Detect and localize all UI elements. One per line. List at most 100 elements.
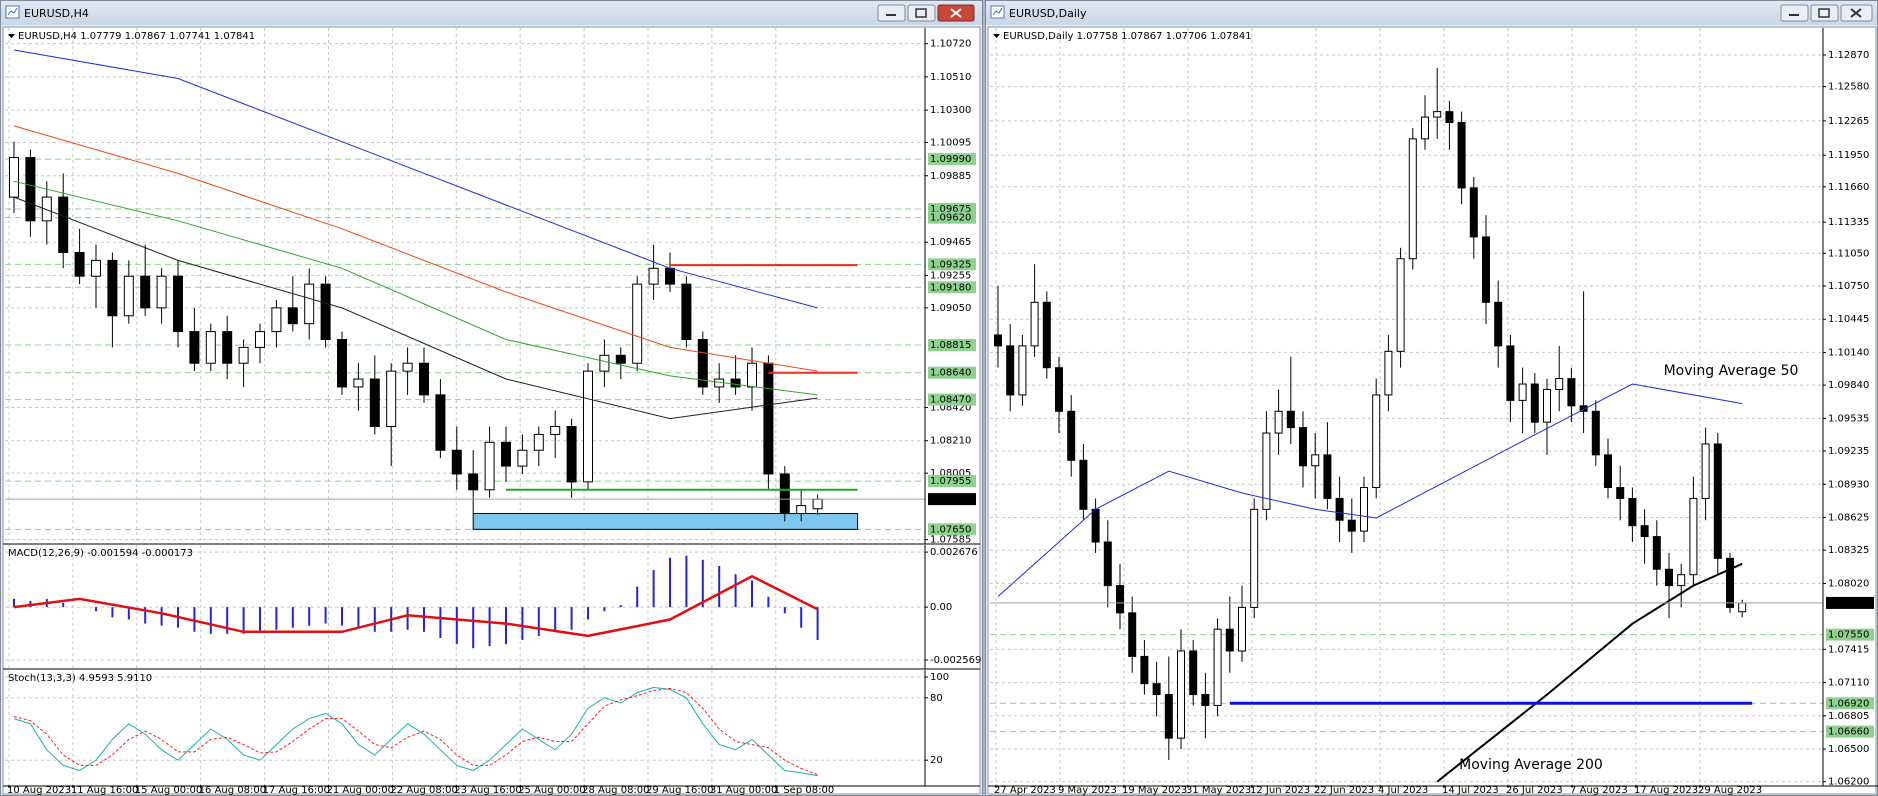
candle-body: [1713, 443, 1722, 559]
candle-body: [779, 473, 790, 515]
indicator-line: [13, 196, 818, 420]
candle-body: [763, 362, 774, 475]
candle-body: [1372, 394, 1381, 489]
bid-label: 1.07841: [930, 494, 971, 505]
candle-body: [1421, 116, 1429, 140]
candle-body: [1616, 487, 1625, 499]
candle-body: [550, 426, 561, 435]
price-label: 1.09840: [1828, 380, 1869, 391]
date-label: 27 Apr 2023: [994, 785, 1056, 796]
price-label: 1.08005: [930, 468, 971, 479]
candle-body: [1433, 111, 1442, 118]
minimize-button[interactable]: [1780, 4, 1809, 22]
candle-body: [369, 378, 380, 428]
candle-body: [1042, 301, 1051, 369]
price-label: 1.09535: [1828, 413, 1869, 424]
candle-body: [1665, 568, 1673, 587]
candle-body: [123, 275, 134, 317]
date-label: 14 Jul 2023: [1442, 785, 1499, 796]
level-tag: [928, 153, 976, 166]
indicator-line: [1436, 562, 1743, 783]
level-label: 1.08470: [930, 395, 971, 406]
candle-body: [91, 259, 101, 277]
minimize-button[interactable]: [877, 4, 906, 22]
price-label: 1.07110: [1828, 678, 1869, 689]
candle-body: [1555, 378, 1564, 390]
candle-body: [1604, 454, 1612, 489]
level-label: 1.09180: [930, 282, 971, 293]
date-label: 22 Jun 2023: [1314, 785, 1374, 796]
indicator-line: [13, 686, 818, 777]
price-label: 1.12870: [1828, 50, 1869, 61]
price-label: 1.10095: [930, 138, 971, 149]
date-label: 22 Aug 08:00: [390, 785, 457, 796]
candle-body: [1067, 410, 1076, 461]
close-button[interactable]: [937, 4, 975, 22]
date-label: 15 Aug 00:00: [135, 785, 202, 796]
level-tag: [928, 339, 976, 352]
level-label: 1.09620: [930, 213, 971, 224]
candle-body: [189, 331, 200, 364]
candle-body: [1323, 454, 1332, 499]
candle-body: [747, 362, 757, 388]
price-label: 1.08625: [1828, 513, 1869, 524]
candle-body: [1543, 388, 1551, 423]
level-tag: [928, 281, 976, 294]
candle-body: [1482, 236, 1490, 303]
candle-body: [1701, 443, 1710, 499]
candle-body: [1225, 628, 1234, 652]
candle-body: [1408, 138, 1417, 260]
candle-body: [599, 354, 610, 372]
zone: [472, 513, 859, 530]
candle-body: [648, 267, 659, 285]
candle-body: [994, 334, 1002, 347]
candle-body: [1652, 536, 1661, 570]
maximize-button[interactable]: [1810, 4, 1839, 22]
date-label: 28 Aug 08:00: [582, 785, 649, 796]
candle-body: [1738, 602, 1747, 613]
date-label: 31 May 2023: [1186, 785, 1251, 796]
level-label: 1.07955: [930, 476, 971, 487]
date-label: 17 Aug 2023: [1634, 785, 1698, 796]
price-label: 1.08325: [1828, 545, 1869, 556]
annotation: Moving Average 50: [1664, 363, 1799, 379]
price-label: 1.10720: [930, 39, 971, 50]
candle-body: [353, 378, 364, 388]
indicator-line: [13, 49, 818, 309]
price-label: 20: [930, 755, 943, 766]
candle-body: [41, 196, 52, 222]
date-label: 19 May 2023: [1122, 785, 1187, 796]
price-label: 1.06200: [1828, 777, 1869, 788]
price-label: 1.08420: [930, 403, 971, 414]
level-tag: [928, 475, 976, 488]
menu-arrow: [8, 34, 15, 38]
price-label: 1.11950: [1828, 150, 1869, 161]
candle-body: [304, 283, 315, 325]
candle-body: [1396, 258, 1405, 352]
candle-body: [1128, 612, 1137, 657]
price-label: 100: [930, 672, 949, 683]
price-label: 1.09465: [930, 237, 971, 248]
bid-tag: [1826, 596, 1874, 609]
candle-body: [583, 370, 593, 483]
candle-body: [255, 331, 265, 348]
candle-body: [222, 331, 233, 364]
candle-body: [812, 498, 823, 510]
candle-body: [517, 449, 528, 467]
candle-body: [730, 378, 741, 388]
close-button[interactable]: [1840, 4, 1873, 22]
level-label: 1.09990: [930, 154, 971, 165]
candle-body: [1591, 410, 1600, 456]
maximize-button[interactable]: [907, 4, 936, 22]
date-label: 23 Aug 16:00: [454, 785, 521, 796]
price-label: 1.08930: [1828, 479, 1869, 490]
candle-body: [1567, 378, 1576, 407]
candle-body: [615, 354, 626, 364]
price-label: 1.11050: [1828, 248, 1869, 259]
candle-body: [386, 370, 397, 428]
price-label: 1.12265: [1828, 116, 1869, 127]
price-label: 1.11335: [1828, 217, 1869, 228]
indicator-line: [13, 125, 818, 372]
